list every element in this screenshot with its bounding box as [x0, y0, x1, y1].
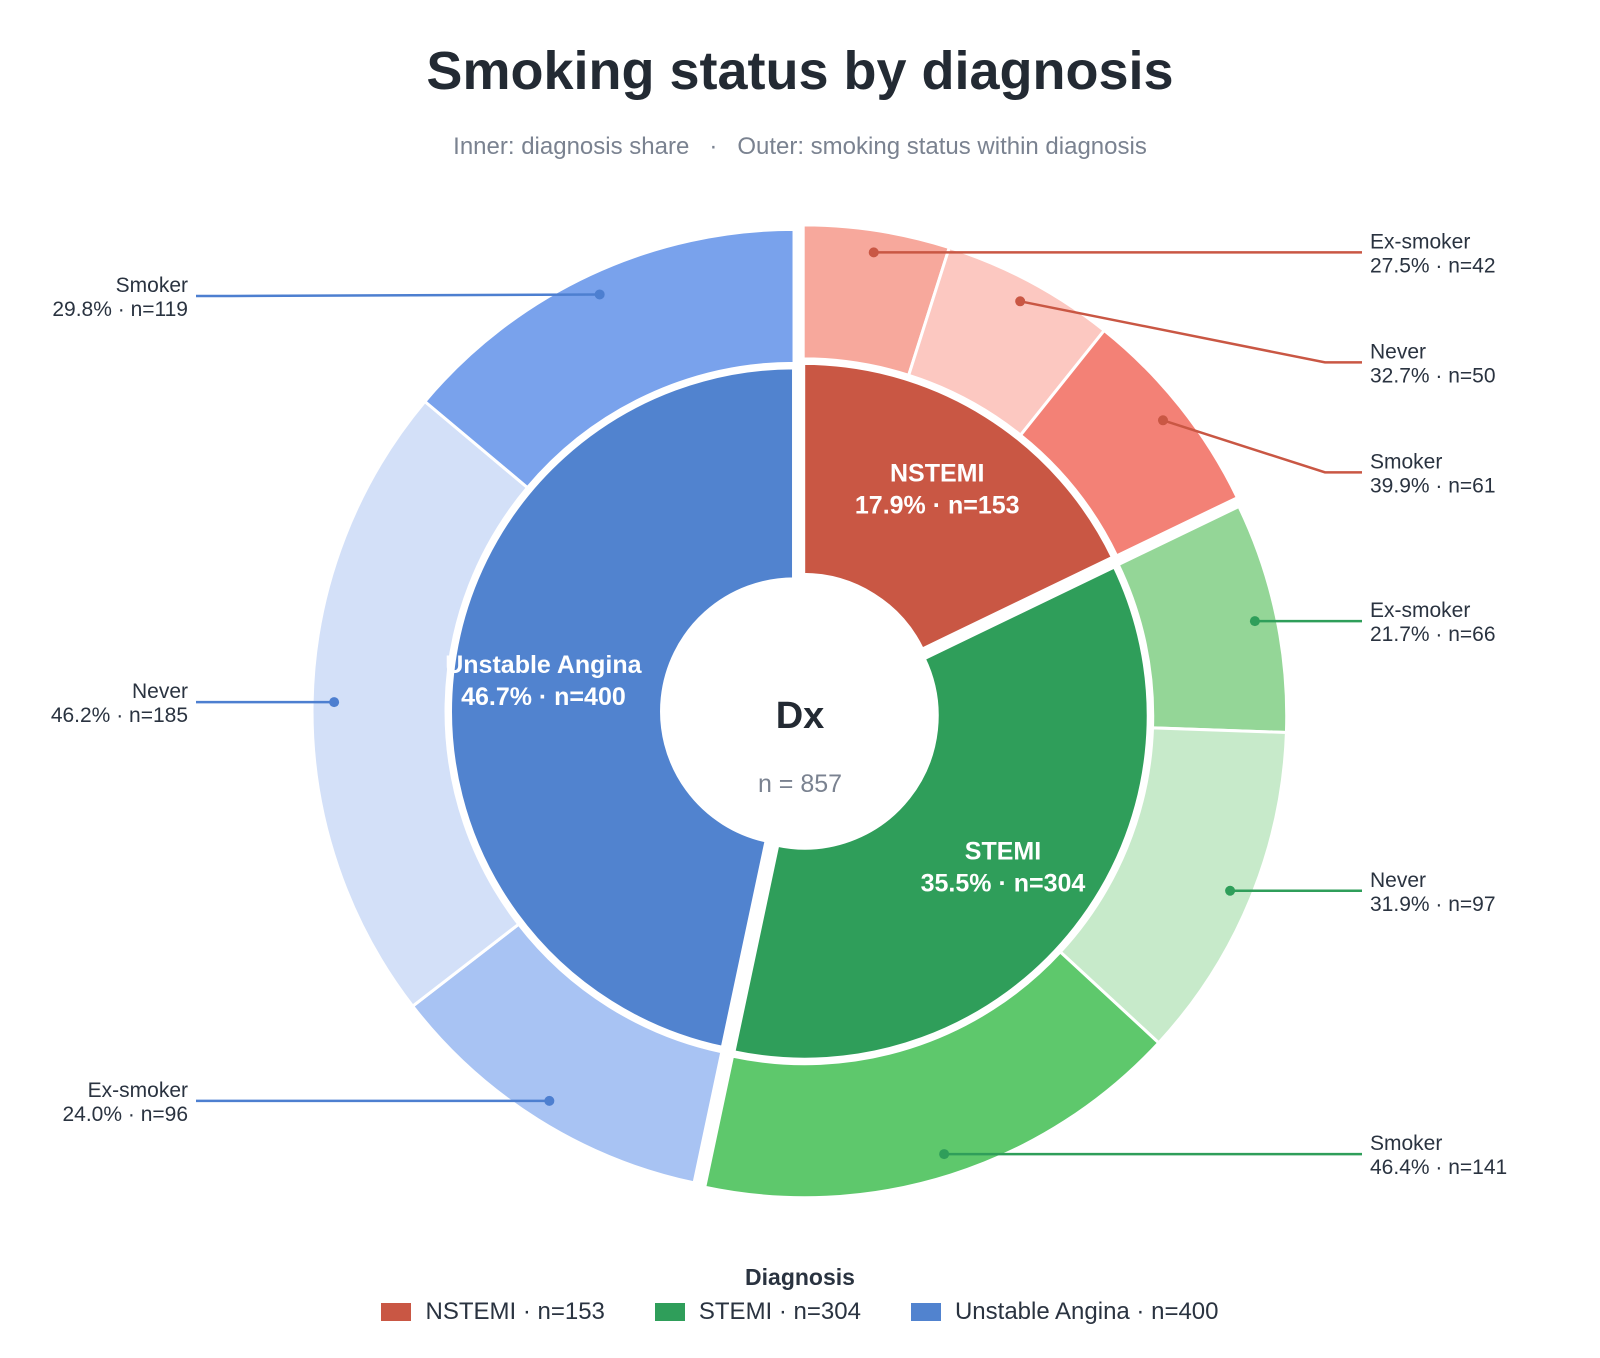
leader-dot-stemi-never — [1225, 885, 1236, 896]
inner-label-detail-unstable-angina: 46.7% · n=400 — [461, 683, 626, 711]
legend-swatch-unstable-angina — [910, 1303, 941, 1321]
group-unstable-angina — [310, 227, 797, 1185]
center-total: n = 857 — [758, 770, 842, 798]
legend-label-stemi: STEMI · n=304 — [698, 1298, 861, 1325]
leader-dot-stemi-smoker — [939, 1149, 950, 1160]
inner-label-detail-stemi: 35.5% · n=304 — [921, 869, 1086, 897]
leader-dot-nstemi-never — [1015, 296, 1026, 307]
outer-label-detail-nstemi-smoker: 39.9% · n=61 — [1370, 474, 1496, 497]
inner-label-detail-nstemi: 17.9% · n=153 — [855, 492, 1020, 520]
inner-wedge-unstable-angina[interactable] — [448, 365, 797, 1051]
leader-line-nstemi-smoker — [1162, 419, 1362, 474]
outer-label-name-stemi-never: Never — [1370, 869, 1426, 892]
subtitle-separator: · — [709, 133, 718, 160]
legend-swatch-nstemi — [381, 1303, 412, 1321]
outer-label-name-unstable-angina-never: Never — [132, 680, 188, 703]
leader-dot-nstemi-smoker — [1157, 415, 1168, 426]
group-nstemi — [801, 223, 1240, 653]
legend-swatch-stemi — [654, 1303, 685, 1321]
legend: NSTEMI · n=153 STEMI · n=304 Unstable An… — [0, 1298, 1600, 1326]
legend-item-nstemi[interactable]: NSTEMI · n=153 — [381, 1298, 605, 1326]
outer-label-name-nstemi-ex-smoker: Ex-smoker — [1370, 230, 1470, 253]
outer-label-name-stemi-ex-smoker: Ex-smoker — [1370, 599, 1470, 622]
outer-label-detail-unstable-angina-never: 46.2% · n=185 — [51, 704, 188, 727]
leader-line-nstemi-never — [1019, 300, 1362, 364]
legend-item-stemi[interactable]: STEMI · n=304 — [654, 1298, 861, 1326]
outer-label-detail-stemi-smoker: 46.4% · n=141 — [1370, 1156, 1507, 1179]
group-stemi — [702, 504, 1289, 1200]
outer-wedge-stemi-smoker[interactable] — [702, 949, 1161, 1200]
outer-label-detail-stemi-ex-smoker: 21.7% · n=66 — [1370, 623, 1496, 646]
outer-label-detail-stemi-never: 31.9% · n=97 — [1370, 893, 1496, 916]
inner-wedge-nstemi[interactable] — [801, 360, 1116, 653]
outer-label-name-nstemi-smoker: Smoker — [1370, 450, 1442, 473]
outer-label-name-stemi-smoker: Smoker — [1370, 1132, 1442, 1155]
legend-label-unstable-angina: Unstable Angina · n=400 — [954, 1298, 1219, 1325]
outer-label-detail-unstable-angina-smoker: 29.8% · n=119 — [52, 298, 188, 321]
outer-label-name-unstable-angina-ex-smoker: Ex-smoker — [88, 1079, 188, 1102]
outer-label-name-unstable-angina-smoker: Smoker — [116, 274, 188, 297]
outer-label-name-nstemi-never: Never — [1370, 340, 1426, 363]
chart-title: Smoking status by diagnosis — [426, 41, 1174, 101]
outer-label-detail-nstemi-ex-smoker: 27.5% · n=42 — [1370, 254, 1496, 277]
inner-wedge-stemi[interactable] — [730, 563, 1151, 1062]
leader-dot-stemi-ex-smoker — [1249, 616, 1260, 627]
outer-wedge-unstable-angina-never[interactable] — [310, 399, 530, 1009]
leader-dot-unstable-angina-smoker — [594, 289, 605, 300]
inner-label-name-nstemi: NSTEMI — [890, 460, 984, 488]
legend-item-unstable-angina[interactable]: Unstable Angina · n=400 — [910, 1298, 1219, 1326]
outer-wedge-nstemi-smoker[interactable] — [1018, 328, 1240, 558]
inner-label-name-stemi: STEMI — [965, 837, 1041, 865]
inner-label-name-unstable-angina: Unstable Angina — [445, 651, 642, 679]
legend-label-nstemi: NSTEMI · n=153 — [425, 1298, 605, 1325]
center-label: Dx — [776, 695, 825, 737]
outer-wedge-unstable-angina-smoker[interactable] — [422, 227, 796, 490]
leader-dot-nstemi-ex-smoker — [868, 247, 879, 258]
legend-title: Diagnosis — [745, 1264, 855, 1290]
subtitle-outer: Outer: smoking status within diagnosis — [737, 133, 1147, 160]
chart-subtitle: Inner: diagnosis share · Outer: smoking st… — [0, 133, 1600, 161]
outer-label-detail-nstemi-never: 32.7% · n=50 — [1370, 364, 1496, 387]
subtitle-inner: Inner: diagnosis share — [453, 133, 690, 160]
leader-dot-unstable-angina-never — [329, 697, 340, 708]
outer-label-detail-unstable-angina-ex-smoker: 24.0% · n=96 — [62, 1103, 188, 1126]
leader-line-unstable-angina-smoker — [196, 293, 600, 298]
leader-dot-unstable-angina-ex-smoker — [544, 1095, 555, 1106]
center-hole — [668, 580, 932, 844]
